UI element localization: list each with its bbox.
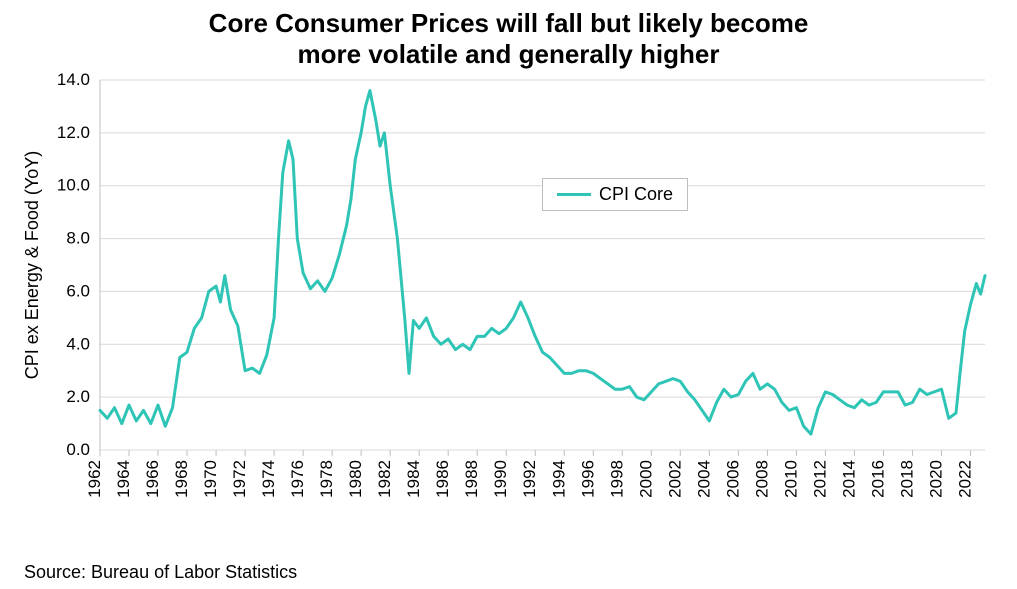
svg-text:1974: 1974 (259, 460, 278, 498)
svg-text:1998: 1998 (607, 460, 626, 498)
svg-text:1988: 1988 (462, 460, 481, 498)
svg-text:2002: 2002 (665, 460, 684, 498)
legend-swatch (557, 193, 591, 196)
svg-text:1986: 1986 (433, 460, 452, 498)
svg-text:2.0: 2.0 (66, 388, 90, 407)
svg-text:1972: 1972 (230, 460, 249, 498)
chart-title: Core Consumer Prices will fall but likel… (18, 8, 999, 70)
svg-text:1962: 1962 (85, 460, 104, 498)
svg-text:10.0: 10.0 (57, 176, 90, 195)
legend-label: CPI Core (599, 184, 673, 205)
chart-title-line2: more volatile and generally higher (298, 39, 720, 69)
svg-text:4.0: 4.0 (66, 335, 90, 354)
svg-text:2016: 2016 (868, 460, 887, 498)
svg-text:0.0: 0.0 (66, 440, 90, 459)
svg-text:8.0: 8.0 (66, 229, 90, 248)
svg-text:1982: 1982 (375, 460, 394, 498)
svg-text:1966: 1966 (143, 460, 162, 498)
svg-text:1970: 1970 (201, 460, 220, 498)
svg-text:CPI ex Energy & Food (YoY): CPI ex Energy & Food (YoY) (22, 151, 42, 379)
svg-text:2012: 2012 (810, 460, 829, 498)
svg-text:1992: 1992 (520, 460, 539, 498)
svg-text:1990: 1990 (491, 460, 510, 498)
svg-text:2006: 2006 (723, 460, 742, 498)
svg-text:2008: 2008 (752, 460, 771, 498)
svg-text:12.0: 12.0 (57, 123, 90, 142)
svg-text:2014: 2014 (839, 460, 858, 498)
svg-text:1984: 1984 (404, 460, 423, 498)
svg-text:14.0: 14.0 (57, 70, 90, 89)
svg-text:2022: 2022 (955, 460, 974, 498)
svg-text:1964: 1964 (114, 460, 133, 498)
svg-text:2020: 2020 (926, 460, 945, 498)
svg-text:2010: 2010 (781, 460, 800, 498)
chart-svg: 0.0 2.0 4.0 6.0 8.0 10.0 12.0 14.0 1962 1964 1966 1… (18, 70, 999, 570)
svg-text:2000: 2000 (636, 460, 655, 498)
chart-container: Core Consumer Prices will fall but likel… (0, 0, 1017, 589)
svg-text:1976: 1976 (288, 460, 307, 498)
svg-text:1994: 1994 (549, 460, 568, 498)
legend: CPI Core (542, 178, 688, 211)
svg-text:6.0: 6.0 (66, 282, 90, 301)
chart-title-line1: Core Consumer Prices will fall but likel… (209, 8, 809, 38)
svg-text:2004: 2004 (694, 460, 713, 498)
source-text: Source: Bureau of Labor Statistics (24, 562, 297, 583)
svg-text:2018: 2018 (897, 460, 916, 498)
svg-text:1980: 1980 (346, 460, 365, 498)
svg-text:1968: 1968 (172, 460, 191, 498)
svg-text:1996: 1996 (578, 460, 597, 498)
svg-text:1978: 1978 (317, 460, 336, 498)
